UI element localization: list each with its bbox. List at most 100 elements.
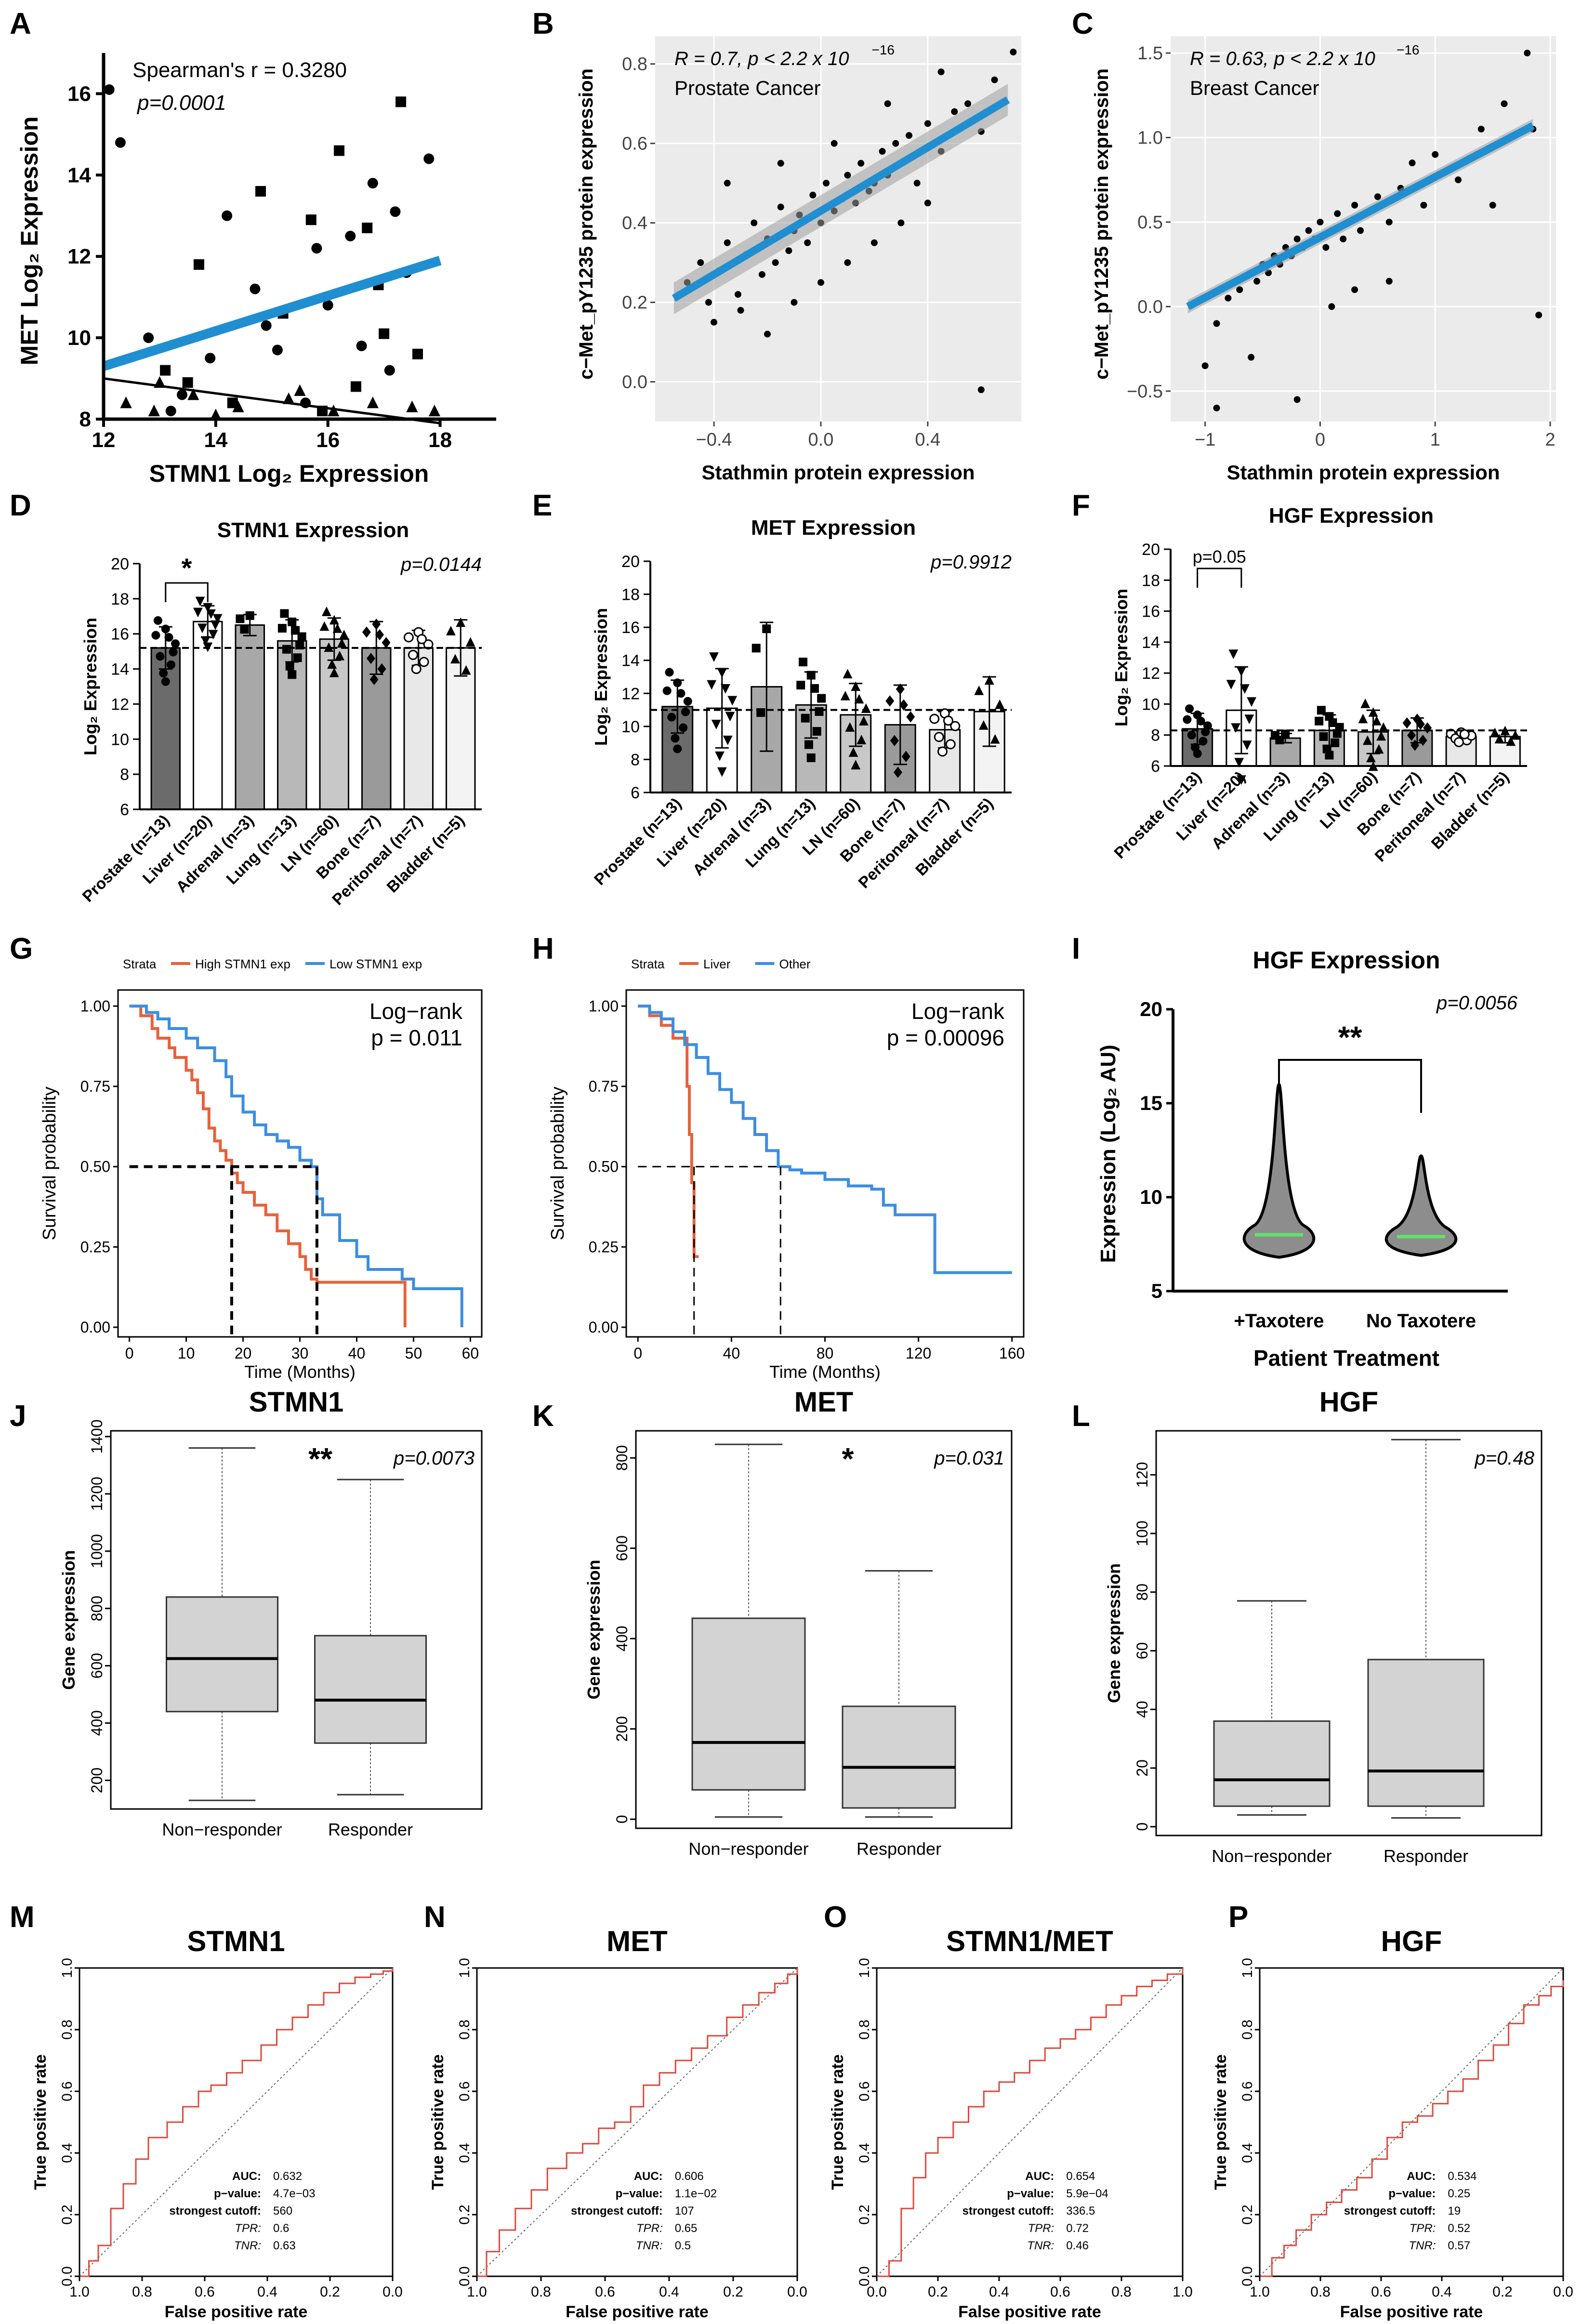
regression-line bbox=[672, 96, 1010, 302]
x-tick-label: 14 bbox=[204, 428, 227, 452]
y-axis-label: Gene expression bbox=[584, 1559, 604, 1699]
significance-label: ** bbox=[1338, 1020, 1362, 1055]
data-point bbox=[382, 637, 391, 648]
data-point bbox=[403, 632, 414, 643]
panel-p-chart: 1.0 0.8 0.6 0.4 0.2 0.0 0.0 0.2 0.4 0.6 0.8 1.0 Fals… bbox=[1212, 1925, 1573, 2321]
stat-value: 0.606 bbox=[675, 2170, 704, 2183]
data-point bbox=[417, 634, 427, 645]
scatter-point-circles bbox=[250, 283, 261, 294]
y-tick-label: 0.75 bbox=[589, 1078, 619, 1095]
category-label: Adrenal (n=3) bbox=[1208, 768, 1292, 853]
y-tick-label: 0.50 bbox=[589, 1158, 619, 1175]
legend-title: Strata bbox=[123, 957, 157, 971]
scatter-point-triangles bbox=[406, 400, 418, 412]
x-tick-label: 0.8 bbox=[1310, 2284, 1331, 2300]
y-tick-label: 0.6 bbox=[857, 2081, 872, 2101]
y-tick-label: 800 bbox=[88, 1596, 105, 1621]
x-axis-label: STMN1 Log₂ Expression bbox=[149, 460, 429, 487]
data-point bbox=[1325, 751, 1334, 760]
panel-letter-n: N bbox=[424, 1901, 446, 1934]
x-axis-label: False positive rate bbox=[165, 2303, 308, 2321]
y-tick-label: 1000 bbox=[88, 1534, 105, 1568]
data-point bbox=[890, 735, 899, 747]
data-point bbox=[974, 686, 984, 695]
y-tick-label: 18 bbox=[621, 586, 640, 604]
x-tick-label: 1.0 bbox=[1250, 2284, 1270, 2300]
data-point bbox=[335, 650, 344, 660]
scatter-point-circles bbox=[423, 153, 435, 164]
data-point bbox=[245, 611, 254, 620]
correlation-exponent: −16 bbox=[1397, 42, 1420, 57]
data-point bbox=[1407, 729, 1416, 741]
data-point bbox=[171, 639, 180, 648]
panel-d-chart: Prostate (n=13)Liver (n=20)Adrenal (n=3)… bbox=[79, 518, 482, 909]
scatter-point bbox=[991, 76, 998, 83]
stat-label: AUC: bbox=[1407, 2170, 1436, 2183]
scatter-point-squares bbox=[182, 377, 193, 388]
panel-letter-f: F bbox=[1072, 489, 1090, 522]
scatter-point bbox=[870, 239, 878, 246]
panel-letter-l: L bbox=[1072, 1400, 1090, 1433]
y-tick-label: 18 bbox=[111, 590, 129, 608]
roc-curve bbox=[477, 1968, 798, 2277]
x-tick-label: 20 bbox=[235, 1345, 252, 1362]
scatter-point bbox=[823, 180, 830, 187]
y-axis-label: Log₂ Expression bbox=[80, 618, 100, 755]
data-point bbox=[673, 678, 682, 687]
chart-title: STMN1/MET bbox=[946, 1925, 1113, 1957]
p-value-label: p=0.0073 bbox=[393, 1448, 475, 1469]
survival-curve-first bbox=[129, 1004, 407, 1327]
x-tick-label: 0 bbox=[125, 1345, 134, 1362]
y-tick-label: 8 bbox=[120, 766, 129, 784]
data-point bbox=[159, 669, 168, 678]
data-point bbox=[1490, 727, 1500, 738]
scatter-point-circles bbox=[261, 320, 272, 331]
data-point bbox=[1187, 730, 1196, 739]
category-label: Non−responder bbox=[1212, 1846, 1331, 1866]
y-tick-label: 12 bbox=[621, 685, 640, 703]
data-point bbox=[662, 686, 672, 695]
chart-title: HGF Expression bbox=[1253, 947, 1440, 974]
scatter-point-squares bbox=[395, 96, 407, 107]
y-tick-label: 60 bbox=[1134, 1642, 1151, 1660]
p-value-label: p=0.9912 bbox=[930, 552, 1012, 573]
y-tick-label: 400 bbox=[88, 1710, 105, 1736]
stat-value: 107 bbox=[675, 2205, 694, 2218]
data-point bbox=[203, 603, 213, 613]
scatter-point bbox=[1322, 244, 1330, 251]
data-point bbox=[1368, 707, 1378, 717]
scatter-point bbox=[897, 219, 905, 226]
data-point bbox=[293, 653, 302, 662]
y-tick-label: 0.4 bbox=[622, 213, 647, 234]
data-point bbox=[1402, 717, 1411, 729]
y-tick-label: 400 bbox=[613, 1626, 631, 1651]
scatter-point bbox=[724, 180, 731, 187]
y-tick-label: 10 bbox=[1142, 695, 1160, 713]
data-point bbox=[1185, 704, 1194, 713]
y-tick-label: 0.6 bbox=[1239, 2081, 1255, 2101]
scatter-point-circles bbox=[272, 344, 283, 356]
scatter-point bbox=[1385, 277, 1393, 285]
scatter-point bbox=[1357, 227, 1364, 234]
y-tick-label: 1.0 bbox=[1239, 1958, 1255, 1978]
data-point bbox=[681, 707, 690, 716]
data-point bbox=[857, 735, 867, 744]
stat-value: 336.5 bbox=[1066, 2205, 1095, 2218]
data-point bbox=[861, 703, 871, 713]
data-point bbox=[815, 707, 824, 716]
y-tick-label: 0.0 bbox=[1137, 297, 1163, 317]
x-axis-label: Patient Treatment bbox=[1253, 1346, 1439, 1371]
y-tick-label: 0 bbox=[1134, 1822, 1151, 1831]
y-tick-label: 0.2 bbox=[1239, 2205, 1255, 2225]
data-point bbox=[806, 671, 816, 680]
survival-curve-second bbox=[638, 1004, 1012, 1274]
y-tick-label: 0.50 bbox=[80, 1158, 110, 1175]
y-tick-label: 8 bbox=[1151, 726, 1160, 745]
scatter-point bbox=[964, 100, 972, 107]
stat-value: 0.6 bbox=[273, 2222, 289, 2235]
stat-value: 0.57 bbox=[1448, 2239, 1470, 2252]
scatter-point-circles bbox=[177, 389, 187, 400]
scatter-point-triangles bbox=[428, 404, 441, 417]
panel-j-chart: Non−responder Responder 200 400 600 800 1000 12… bbox=[59, 1386, 483, 1839]
stat-value: 0.46 bbox=[1066, 2239, 1089, 2252]
